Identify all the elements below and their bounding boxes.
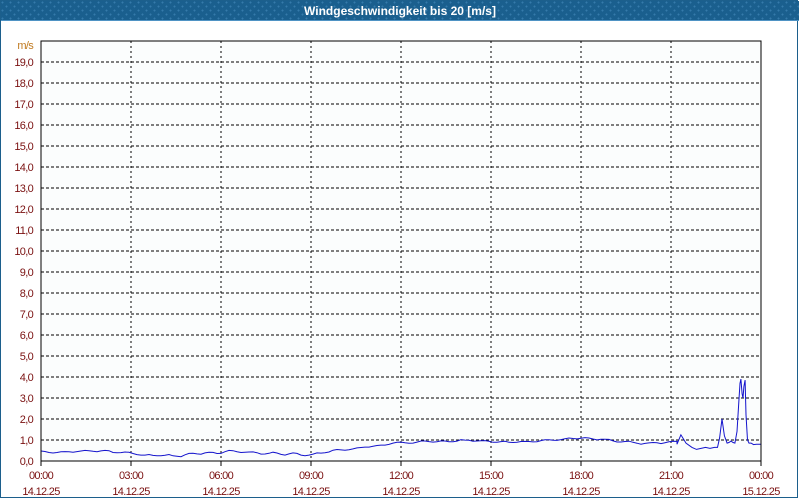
svg-text:12,0: 12,0 — [14, 204, 33, 216]
svg-text:2,0: 2,0 — [20, 414, 34, 426]
svg-text:14.12.25: 14.12.25 — [652, 486, 690, 498]
svg-text:19,0: 19,0 — [14, 57, 33, 69]
svg-text:9,0: 9,0 — [20, 267, 34, 279]
svg-text:00:00: 00:00 — [749, 470, 774, 482]
svg-text:06:00: 06:00 — [209, 470, 234, 482]
svg-text:5,0: 5,0 — [20, 351, 34, 363]
svg-text:13,0: 13,0 — [14, 183, 33, 195]
svg-text:16,0: 16,0 — [14, 120, 33, 132]
svg-text:14.12.25: 14.12.25 — [112, 486, 150, 498]
svg-text:1,0: 1,0 — [20, 435, 34, 447]
svg-text:09:00: 09:00 — [299, 470, 324, 482]
svg-text:17,0: 17,0 — [14, 99, 33, 111]
svg-text:6,0: 6,0 — [20, 330, 34, 342]
svg-text:15:00: 15:00 — [479, 470, 504, 482]
svg-text:0,0: 0,0 — [20, 456, 34, 468]
svg-text:21:00: 21:00 — [659, 470, 684, 482]
svg-text:4,0: 4,0 — [20, 372, 34, 384]
svg-text:14.12.25: 14.12.25 — [202, 486, 240, 498]
svg-text:7,0: 7,0 — [20, 309, 34, 321]
svg-text:03:00: 03:00 — [119, 470, 144, 482]
svg-text:12:00: 12:00 — [389, 470, 414, 482]
svg-text:15,0: 15,0 — [14, 141, 33, 153]
svg-text:14.12.25: 14.12.25 — [562, 486, 600, 498]
svg-text:10,0: 10,0 — [14, 246, 33, 258]
svg-text:14.12.25: 14.12.25 — [472, 486, 510, 498]
svg-text:11,0: 11,0 — [15, 225, 33, 237]
svg-text:14,0: 14,0 — [14, 162, 33, 174]
svg-text:14.12.25: 14.12.25 — [292, 486, 330, 498]
svg-text:15.12.25: 15.12.25 — [742, 486, 780, 498]
svg-text:00:00: 00:00 — [29, 470, 54, 482]
svg-text:18,0: 18,0 — [14, 78, 33, 90]
svg-text:m/s: m/s — [17, 40, 34, 52]
svg-text:18:00: 18:00 — [569, 470, 594, 482]
svg-text:14.12.25: 14.12.25 — [382, 486, 420, 498]
svg-text:8,0: 8,0 — [20, 288, 34, 300]
svg-text:14.12.25: 14.12.25 — [22, 486, 60, 498]
svg-text:3,0: 3,0 — [20, 393, 34, 405]
